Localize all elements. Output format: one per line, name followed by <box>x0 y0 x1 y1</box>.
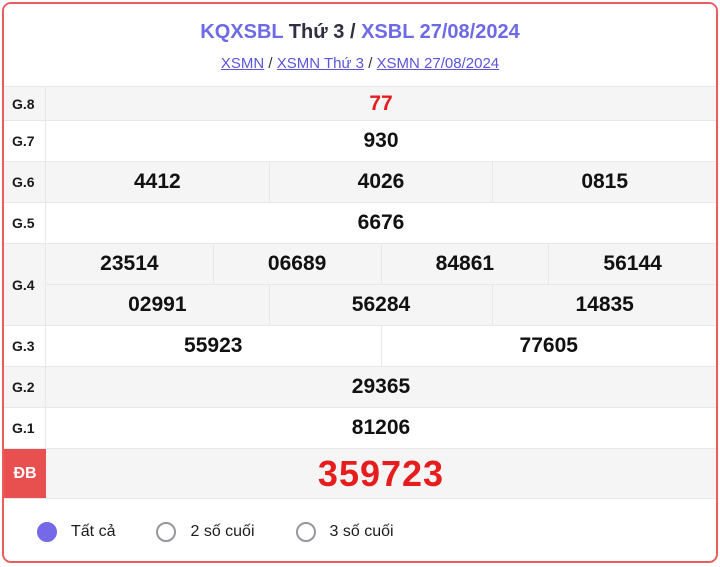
prize-value-g4-3: 84861 <box>380 244 549 284</box>
prize-label-g2: G.2 <box>4 367 46 407</box>
prize-label-g3: G.3 <box>4 326 46 366</box>
title-day: Thứ 3 / <box>283 21 362 43</box>
prize-label-g5: G.5 <box>4 203 46 243</box>
title-date: XSBL 27/08/2024 <box>361 21 520 43</box>
prize-value-g1: 81206 <box>351 416 411 439</box>
filter-option-last3-label: 3 số cuối <box>329 523 394 540</box>
prize-row-g3: G.3 55923 77605 <box>4 325 716 366</box>
prize-row-g7: G.7 930 <box>4 120 716 161</box>
breadcrumb: XSMN / XSMN Thứ 3 / XSMN 27/08/2024 <box>4 55 716 72</box>
prize-value-g4-7: 14835 <box>492 285 716 325</box>
prize-value-g5: 6676 <box>357 211 405 234</box>
prize-row-g4: G.4 23514 06689 84861 56144 02991 56284 … <box>4 243 716 325</box>
breadcrumb-link-xsmn[interactable]: XSMN <box>220 55 265 72</box>
prize-value-g3-1: 55923 <box>184 334 243 357</box>
prize-row-g1: G.1 81206 <box>4 407 716 448</box>
prize-value-g8: 77 <box>369 91 393 115</box>
prize-value-g4-4: 56144 <box>548 244 716 284</box>
prize-value-g4-6: 56284 <box>268 285 493 325</box>
prize-row-g5: G.5 6676 <box>4 202 716 243</box>
prize-row-g2: G.2 29365 <box>4 366 716 407</box>
filter-option-last2[interactable]: 2 số cuối <box>156 522 255 542</box>
prize-label-g4: G.4 <box>4 244 46 325</box>
breadcrumb-link-xsmn-date[interactable]: XSMN 27/08/2024 <box>376 55 500 72</box>
prize-label-g7: G.7 <box>4 121 46 161</box>
breadcrumb-separator: / <box>364 55 377 72</box>
prize-table: G.8 77 G.7 930 G.6 4412 4026 0815 G.5 66… <box>4 86 716 498</box>
header: KQXSBL Thứ 3 / XSBL 27/08/2024 XSMN / XS… <box>4 4 716 86</box>
prize-label-db: ĐB <box>4 449 46 498</box>
prize-row-g4-sub2: 02991 56284 14835 <box>46 284 716 325</box>
prize-value-g7: 930 <box>363 129 399 152</box>
prize-value-g4-2: 06689 <box>212 244 381 284</box>
prize-label-g8: G.8 <box>4 87 46 120</box>
prize-row-g6: G.6 4412 4026 0815 <box>4 161 716 202</box>
prize-row-db: ĐB 359723 <box>4 448 716 498</box>
prize-value-g6-2: 4026 <box>268 162 493 202</box>
prize-label-g6: G.6 <box>4 162 46 202</box>
breadcrumb-link-xsmn-thu3[interactable]: XSMN Thứ 3 <box>276 55 365 72</box>
prize-label-g1: G.1 <box>4 408 46 448</box>
radio-unselected-icon[interactable] <box>295 522 316 542</box>
prize-value-g3-2: 77605 <box>380 326 717 366</box>
filter-option-last2-label: 2 số cuối <box>190 523 255 540</box>
prize-value-db: 359723 <box>317 452 445 494</box>
filter-bar: Tất cả 2 số cuối 3 số cuối <box>4 498 716 561</box>
page-title: KQXSBL Thứ 3 / XSBL 27/08/2024 <box>4 21 716 44</box>
prize-value-g6-3: 0815 <box>492 162 716 202</box>
filter-option-all-label: Tất cả <box>71 523 116 540</box>
breadcrumb-separator: / <box>264 55 277 72</box>
prize-value-g4-1: 23514 <box>100 252 159 275</box>
filter-option-all[interactable]: Tất cả <box>37 522 115 542</box>
prize-value-g6-1: 4412 <box>133 170 181 193</box>
prize-row-g4-sub1: 23514 06689 84861 56144 <box>46 244 716 284</box>
radio-unselected-icon[interactable] <box>156 522 177 542</box>
radio-selected-icon[interactable] <box>37 522 57 542</box>
prize-row-g8: G.8 77 <box>4 86 716 120</box>
prize-value-g2: 29365 <box>351 375 411 398</box>
title-kqxsbl: KQXSBL <box>200 21 284 43</box>
prize-value-g4-5: 02991 <box>128 293 187 316</box>
filter-option-last3[interactable]: 3 số cuối <box>295 522 394 542</box>
